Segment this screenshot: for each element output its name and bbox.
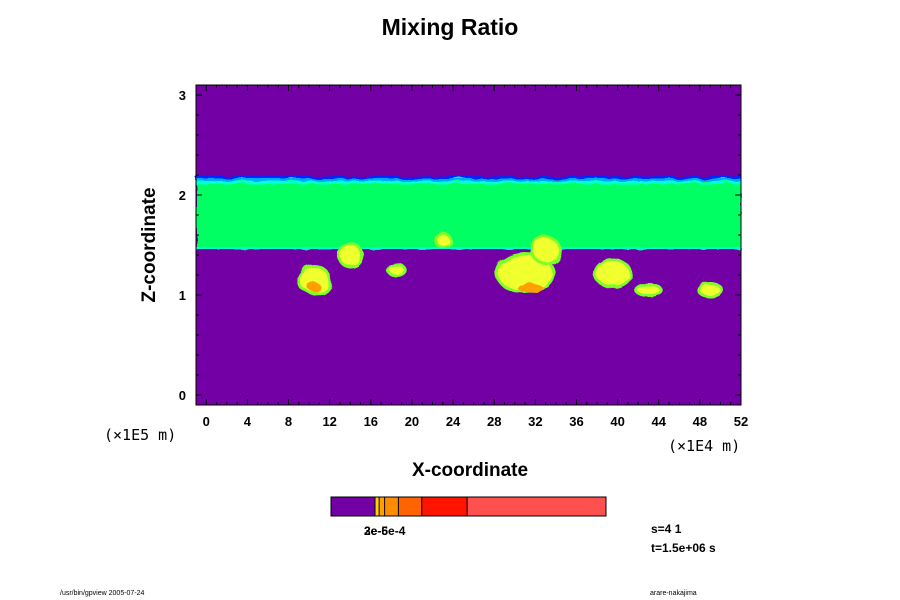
- x-tick-label: 24: [446, 414, 461, 429]
- blob: [308, 282, 321, 292]
- blob: [436, 235, 449, 245]
- footer-author: arare-nakajima: [650, 590, 697, 597]
- x-tick-label: 36: [569, 414, 583, 429]
- blob: [498, 255, 552, 291]
- plot-frame: [195, 84, 742, 406]
- layer-edge-band: [196, 178, 741, 182]
- footer-command: /usr/bin/gpview 2005-07-24: [60, 590, 145, 597]
- layer-edge-band: [196, 181, 741, 184]
- x-tick-label: 44: [652, 414, 667, 429]
- y-axis-label: Z-coordinate: [139, 187, 160, 303]
- x-tick-label: 20: [405, 414, 419, 429]
- blob: [637, 286, 660, 294]
- x-tick-label: 28: [487, 414, 501, 429]
- x-tick-label: 8: [285, 414, 292, 429]
- blob: [339, 245, 361, 265]
- blob: [596, 261, 629, 285]
- y-tick-label: 3: [179, 88, 186, 103]
- y-tick-label: 0: [179, 388, 186, 403]
- x-tick-label: 52: [734, 414, 748, 429]
- blob: [699, 285, 721, 295]
- x-tick-label: 4: [244, 414, 252, 429]
- mixing-layer: [196, 179, 741, 249]
- x-tick-label: 40: [610, 414, 624, 429]
- blob: [389, 266, 404, 274]
- chart-title: Mixing Ratio: [381, 14, 519, 40]
- y-tick-label: 2: [179, 188, 186, 203]
- x-axis-label: X-coordinate: [411, 460, 529, 481]
- x-tick-label: 16: [364, 414, 378, 429]
- x-tick-label: 32: [528, 414, 542, 429]
- y-axis-unit: (×1E5 m): [104, 426, 177, 444]
- colorbar-label-overprint: 3e-6: [364, 524, 389, 538]
- colorbar-label: 2e-5e-4: [364, 524, 406, 538]
- x-tick-label: 48: [693, 414, 707, 429]
- time-readout: t=1.5e+06 s: [651, 541, 716, 555]
- blob: [533, 238, 558, 262]
- x-axis-unit: (×1E4 m): [668, 437, 741, 455]
- x-tick-label: 12: [322, 414, 336, 429]
- blob: [517, 283, 543, 293]
- y-tick-label: 1: [179, 288, 186, 303]
- step-readout: s=4 1: [651, 522, 682, 536]
- blob: [299, 268, 329, 292]
- layer-bottom-edge: [196, 247, 741, 249]
- layer-edge-band: [196, 176, 741, 179]
- x-tick-label: 0: [203, 414, 210, 429]
